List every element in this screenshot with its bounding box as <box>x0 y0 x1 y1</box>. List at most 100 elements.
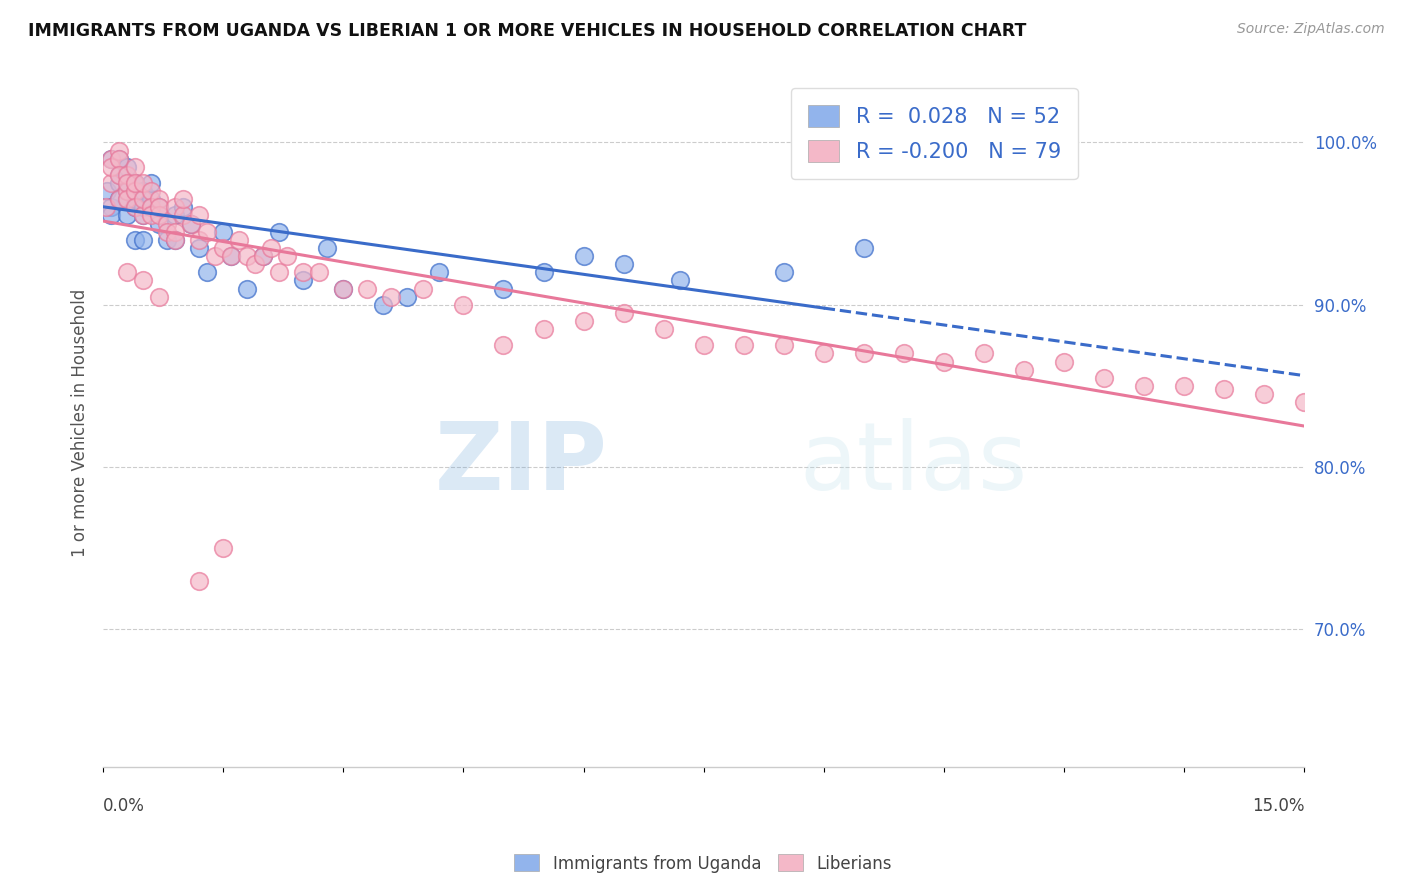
Point <box>1294 395 1316 409</box>
Point <box>141 200 163 214</box>
Point <box>332 281 354 295</box>
Point <box>124 184 146 198</box>
Point <box>165 209 187 223</box>
Point <box>813 346 835 360</box>
Point <box>148 290 170 304</box>
Point <box>373 298 395 312</box>
Text: Source: ZipAtlas.com: Source: ZipAtlas.com <box>1237 22 1385 37</box>
Point <box>132 233 155 247</box>
Point <box>124 200 146 214</box>
Point <box>932 354 955 368</box>
Point <box>533 265 555 279</box>
Point <box>100 209 122 223</box>
Point <box>115 184 138 198</box>
Text: 0.0%: 0.0% <box>103 797 145 814</box>
Point <box>108 168 131 182</box>
Point <box>165 225 187 239</box>
Point <box>115 192 138 206</box>
Point <box>668 273 690 287</box>
Point <box>212 541 235 556</box>
Point <box>141 176 163 190</box>
Point <box>115 209 138 223</box>
Point <box>108 152 131 166</box>
Point <box>124 176 146 190</box>
Point <box>141 192 163 206</box>
Point <box>245 257 267 271</box>
Point <box>115 265 138 279</box>
Point <box>148 192 170 206</box>
Point <box>165 233 187 247</box>
Point <box>204 249 226 263</box>
Point <box>332 281 354 295</box>
Point <box>195 265 218 279</box>
Legend: Immigrants from Uganda, Liberians: Immigrants from Uganda, Liberians <box>508 847 898 880</box>
Y-axis label: 1 or more Vehicles in Household: 1 or more Vehicles in Household <box>72 288 89 557</box>
Point <box>100 176 122 190</box>
Point <box>772 265 794 279</box>
Point <box>132 273 155 287</box>
Point <box>1092 371 1115 385</box>
Point <box>188 241 211 255</box>
Point <box>115 168 138 182</box>
Point <box>396 290 419 304</box>
Point <box>292 273 315 287</box>
Point <box>973 346 995 360</box>
Point <box>260 241 283 255</box>
Point <box>115 192 138 206</box>
Point <box>148 200 170 214</box>
Point <box>172 200 194 214</box>
Point <box>276 249 298 263</box>
Point <box>652 322 675 336</box>
Point <box>148 209 170 223</box>
Point <box>1173 379 1195 393</box>
Point <box>492 338 515 352</box>
Point <box>172 209 194 223</box>
Point <box>96 184 118 198</box>
Point <box>692 338 714 352</box>
Text: ZIP: ZIP <box>434 417 607 510</box>
Point <box>141 184 163 198</box>
Point <box>236 281 259 295</box>
Point <box>453 298 475 312</box>
Point <box>156 217 179 231</box>
Point <box>572 314 595 328</box>
Point <box>124 233 146 247</box>
Point <box>124 200 146 214</box>
Point <box>156 225 179 239</box>
Point <box>613 257 636 271</box>
Point <box>236 249 259 263</box>
Point <box>772 338 794 352</box>
Point <box>219 249 242 263</box>
Point <box>100 152 122 166</box>
Point <box>1053 354 1076 368</box>
Point <box>1213 382 1236 396</box>
Point <box>132 184 155 198</box>
Point <box>124 176 146 190</box>
Point <box>228 233 250 247</box>
Point <box>115 184 138 198</box>
Text: atlas: atlas <box>800 417 1028 510</box>
Point <box>124 176 146 190</box>
Point <box>852 346 875 360</box>
Point <box>180 217 202 231</box>
Point <box>132 192 155 206</box>
Point <box>141 200 163 214</box>
Point <box>316 241 339 255</box>
Point <box>219 249 242 263</box>
Point <box>1253 387 1275 401</box>
Point <box>212 241 235 255</box>
Point <box>141 209 163 223</box>
Point <box>188 209 211 223</box>
Point <box>252 249 274 263</box>
Point <box>195 225 218 239</box>
Text: IMMIGRANTS FROM UGANDA VS LIBERIAN 1 OR MORE VEHICLES IN HOUSEHOLD CORRELATION C: IMMIGRANTS FROM UGANDA VS LIBERIAN 1 OR … <box>28 22 1026 40</box>
Point <box>108 176 131 190</box>
Point <box>533 322 555 336</box>
Point <box>94 200 117 214</box>
Point <box>165 200 187 214</box>
Point <box>356 281 378 295</box>
Point <box>124 192 146 206</box>
Point <box>429 265 451 279</box>
Point <box>1133 379 1156 393</box>
Point <box>733 338 755 352</box>
